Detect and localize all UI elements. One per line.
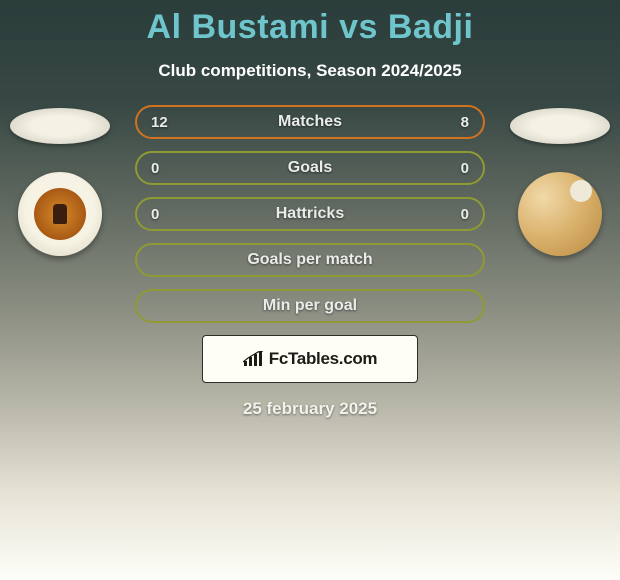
- stat-row-min-per-goal: Min per goal: [135, 289, 485, 323]
- club-badge-left-inner: [34, 188, 86, 240]
- stat-left-value: 0: [151, 206, 159, 223]
- player-left-block: [10, 108, 110, 256]
- stat-left-value: 12: [151, 114, 168, 131]
- stat-row-hattricks: 0 Hattricks 0: [135, 197, 485, 231]
- club-badge-left-mark: [53, 204, 67, 224]
- stats-container: 12 Matches 8 0 Goals 0 0 Hattricks 0 Goa…: [135, 105, 485, 323]
- brand-logo-text: FcTables.com: [269, 349, 378, 369]
- stat-right-value: 0: [461, 206, 469, 223]
- stat-label: Hattricks: [276, 205, 344, 223]
- bar-chart-icon: [243, 351, 263, 367]
- stat-row-matches: 12 Matches 8: [135, 105, 485, 139]
- stat-left-value: 0: [151, 160, 159, 177]
- date-label: 25 february 2025: [0, 399, 620, 419]
- page-title: Al Bustami vs Badji: [0, 0, 620, 47]
- player-right-block: [510, 108, 610, 256]
- stat-right-value: 0: [461, 160, 469, 177]
- player-right-silhouette: [510, 108, 610, 144]
- stat-label: Goals per match: [247, 251, 372, 269]
- club-badge-right: [518, 172, 602, 256]
- stat-row-goals-per-match: Goals per match: [135, 243, 485, 277]
- stat-right-value: 8: [461, 114, 469, 131]
- stat-label: Matches: [278, 113, 342, 131]
- club-badge-left: [18, 172, 102, 256]
- stat-label: Min per goal: [263, 297, 357, 315]
- page-subtitle: Club competitions, Season 2024/2025: [0, 61, 620, 81]
- brand-logo-box: FcTables.com: [202, 335, 418, 383]
- stat-label: Goals: [288, 159, 332, 177]
- club-badge-right-ball: [570, 180, 592, 202]
- stat-row-goals: 0 Goals 0: [135, 151, 485, 185]
- player-left-silhouette: [10, 108, 110, 144]
